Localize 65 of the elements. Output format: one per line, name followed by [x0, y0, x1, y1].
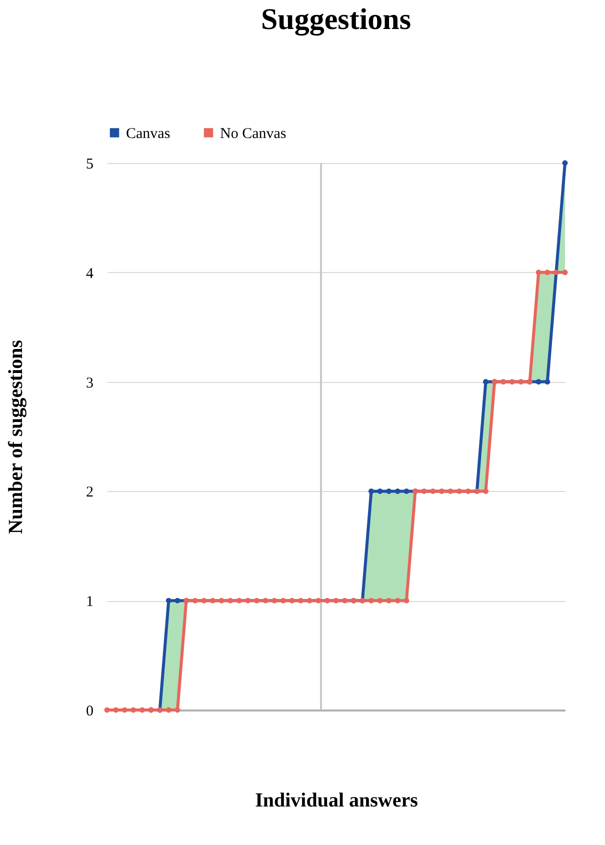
point: [386, 598, 392, 604]
point: [218, 598, 224, 604]
point: [518, 379, 524, 385]
point: [536, 379, 542, 385]
point: [298, 598, 304, 604]
y-axis-title: Number of suggestions: [5, 340, 27, 534]
point: [130, 707, 136, 713]
point: [368, 488, 374, 494]
point: [333, 598, 339, 604]
point: [139, 707, 145, 713]
point: [104, 707, 110, 713]
point: [245, 598, 251, 604]
point: [174, 707, 180, 713]
point: [509, 379, 515, 385]
point: [482, 488, 488, 494]
point: [448, 488, 454, 494]
point: [394, 598, 400, 604]
y-tick-label: 1: [86, 594, 94, 610]
point: [421, 488, 427, 494]
point: [465, 488, 471, 494]
point: [316, 598, 322, 604]
y-tick-label: 0: [86, 704, 94, 720]
point: [122, 707, 128, 713]
point: [394, 488, 400, 494]
point: [342, 598, 348, 604]
point: [500, 379, 506, 385]
point: [324, 598, 330, 604]
point: [544, 379, 550, 385]
point: [174, 598, 180, 604]
point: [166, 598, 172, 604]
point: [404, 488, 410, 494]
point: [544, 270, 550, 276]
point: [562, 270, 568, 276]
point: [306, 598, 312, 604]
legend-label: No Canvas: [220, 126, 286, 142]
point: [377, 598, 383, 604]
point: [562, 160, 568, 166]
point: [210, 598, 216, 604]
y-tick-label: 3: [86, 375, 94, 392]
point: [368, 598, 374, 604]
point: [192, 598, 198, 604]
point: [166, 707, 172, 713]
legend-label: Canvas: [126, 126, 170, 142]
point: [386, 488, 392, 494]
point: [377, 488, 383, 494]
point: [262, 598, 268, 604]
point: [482, 379, 488, 385]
point: [201, 598, 207, 604]
point: [272, 598, 278, 604]
point: [280, 598, 286, 604]
point: [289, 598, 295, 604]
point: [254, 598, 260, 604]
y-tick-label: 2: [86, 484, 94, 501]
x-axis-title: Individual answers: [255, 790, 418, 812]
point: [228, 598, 234, 604]
point: [430, 488, 436, 494]
point: [113, 707, 119, 713]
point: [438, 488, 444, 494]
y-tick-label: 4: [86, 266, 94, 282]
point: [404, 598, 410, 604]
chart-title: Suggestions: [260, 3, 412, 36]
point: [456, 488, 462, 494]
y-tick-label: 5: [86, 156, 94, 172]
point: [536, 270, 542, 276]
point: [236, 598, 242, 604]
